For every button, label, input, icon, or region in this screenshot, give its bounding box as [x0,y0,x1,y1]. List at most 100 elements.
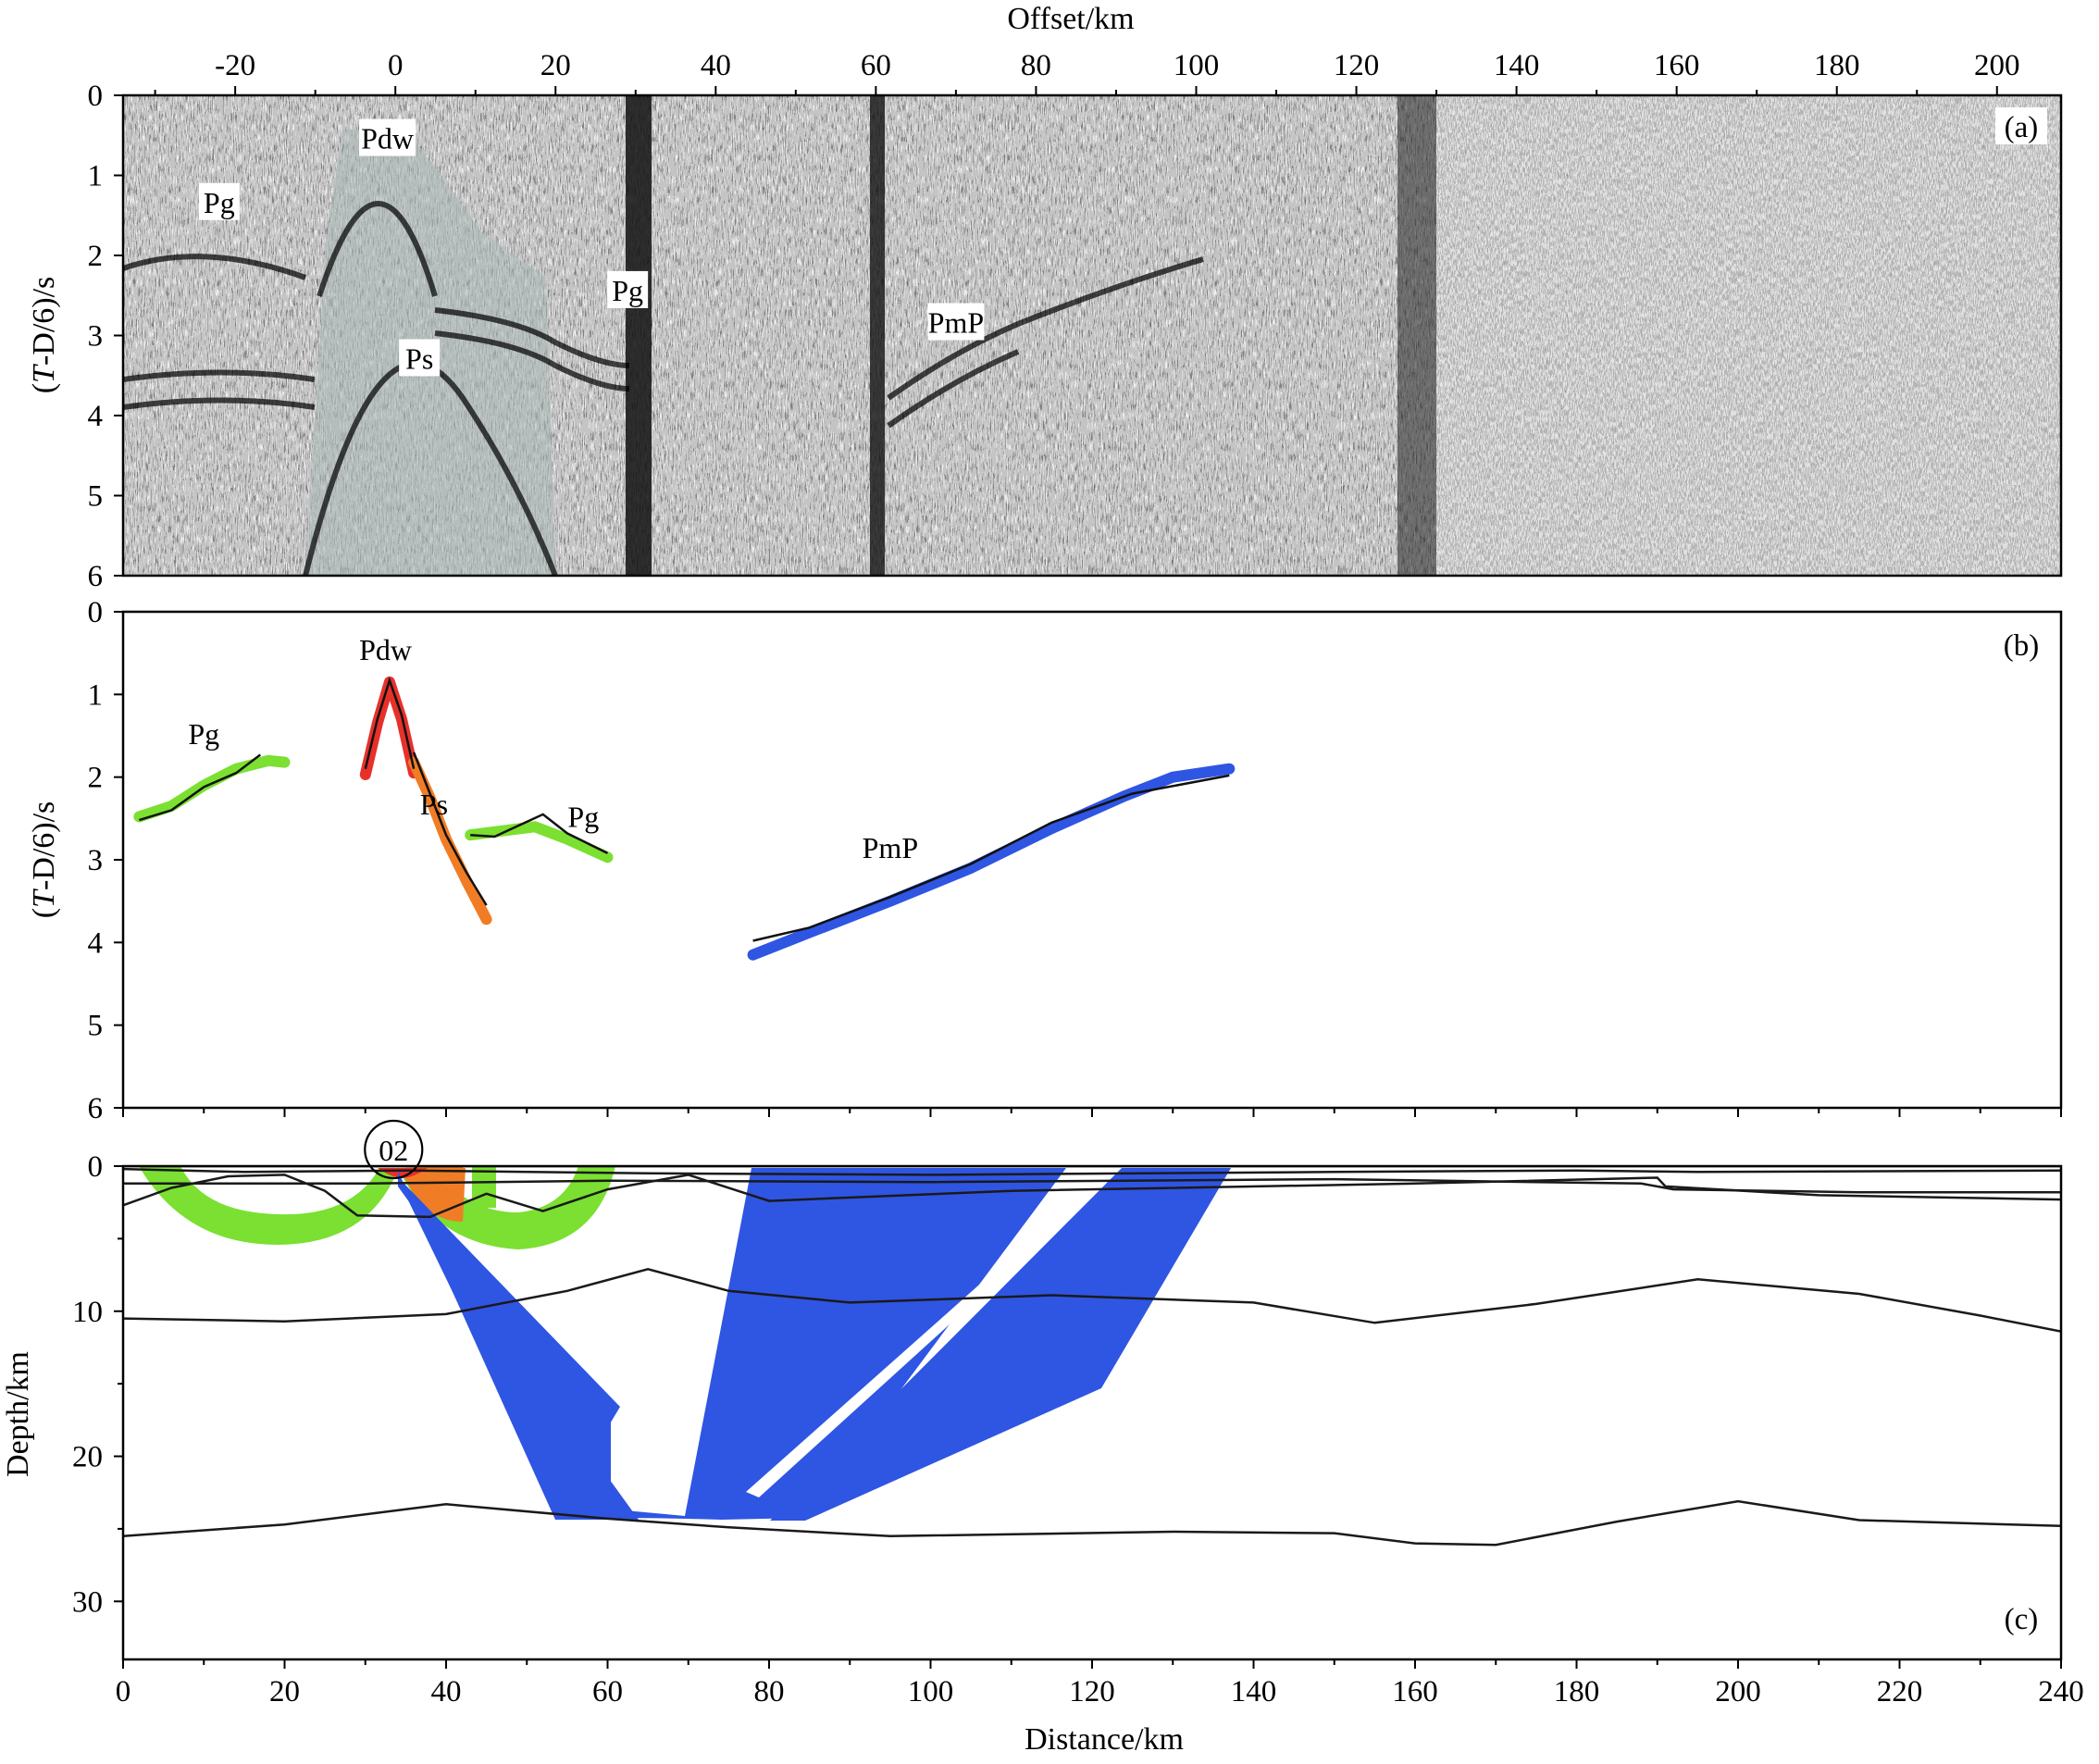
b-phase-label: Pdw [359,633,412,666]
a-y-tick-label: 2 [88,240,104,273]
pmp-ray-gap [746,1168,1122,1497]
a-x-tick-label: 60 [861,49,891,82]
velocity-boundary [123,1167,2061,1176]
b-y-tick-label: 0 [88,596,104,629]
c-x-tick-label: 160 [1392,1675,1438,1708]
pmp-ray-fan-downgoing [396,1175,620,1425]
c-x-tick-label: 80 [754,1675,785,1708]
b-y-tick-label: 2 [88,762,104,795]
pick-pg [465,821,614,863]
a-y-tick-label: 3 [88,320,104,354]
calculated-traveltime [752,774,1230,942]
a-x-tick-label: 40 [701,49,731,82]
panel-b-y-axis-title: (T-D/6)/s [27,801,61,919]
station-label: 02 [379,1134,408,1167]
panel-b-picks [133,676,1236,961]
a-phase-label: Pg [612,274,643,307]
c-x-tick-label: 120 [1069,1675,1115,1708]
c-y-tick-label: 10 [72,1296,103,1329]
c-x-tick-label: 0 [116,1675,131,1708]
panel-a-letter: (a) [2005,111,2039,144]
panel-b-traveltime: 0 1 2 3 4 5 6 Pdw Pg Ps Pg PmP (T-D/6)/s (b) [27,596,2063,1125]
panel-c-letter: (c) [2005,1603,2039,1636]
panel-a-x-axis: -20 0 20 40 60 80 100 120 140 160 180 200 [154,49,2020,95]
a-phase-label-bg [607,270,649,308]
pmp-ray-fan-far [770,1168,1231,1521]
c-y-tick-label: 30 [72,1585,103,1619]
c-x-tick-label: 40 [431,1675,462,1708]
a-x-tick-label: -20 [215,49,255,82]
a-y-tick-label: 4 [88,400,104,433]
b-y-tick-label: 3 [88,844,104,877]
c-x-tick-label: 140 [1231,1675,1277,1708]
a-x-tick-label: 100 [1174,49,1220,82]
panel-a-x-axis-title: Offset/km [1007,2,1134,36]
calculated-traveltime [364,677,416,769]
panel-c-x-axis-title: Distance/km [1025,1722,1184,1757]
station-circle [364,1119,424,1180]
panel-b-letter: (b) [2004,629,2039,663]
c-x-tick-label: 240 [2038,1675,2084,1708]
panel-b-x-ticks [122,1108,2062,1117]
pick-pg [133,754,291,823]
a-y-tick-label: 0 [88,80,104,113]
c-x-tick-label: 180 [1554,1675,1600,1708]
panel-c-x-axis: 0 20 40 60 80 100 120 140 160 180 200 220 240 [116,1659,2084,1708]
pg-ray-stub [472,1166,496,1208]
b-y-tick-label: 4 [88,926,104,960]
panel-c-ray-diagram: 0 20 40 60 80 100 120 140 160 180 200 220 240 010203… [1,1119,2084,1757]
a-x-tick-label: 160 [1654,49,1700,82]
velocity-boundary [123,1499,2061,1547]
velocity-boundary [123,1177,2061,1194]
c-x-tick-label: 100 [908,1675,954,1708]
a-x-tick-label: 200 [1974,49,2020,82]
b-y-tick-label: 5 [88,1010,104,1043]
a-x-tick-label: 20 [540,49,571,82]
a-y-tick-label: 5 [88,480,104,514]
a-y-tick-label: 6 [88,560,104,593]
a-x-tick-label: 140 [1494,49,1540,82]
panel-c-velocity-boundaries [123,1166,2061,1547]
panel-c-ray-fans [139,1166,1231,1521]
panel-b-frame [121,610,2063,1110]
pick-pdw [359,676,420,780]
seismic-image [123,95,2061,576]
b-phase-label: Pg [188,717,219,751]
a-phase-label: Pg [204,186,235,219]
c-x-tick-label: 220 [1877,1675,1923,1708]
a-phase-label-bg [198,182,240,220]
velocity-boundary [123,1174,2061,1219]
calculated-traveltime [412,752,488,906]
b-y-tick-label: 1 [88,678,104,712]
a-phase-label: PmP [928,306,984,340]
panel-c-y-axis-title: Depth/km [1,1351,35,1477]
a-x-tick-label: 80 [1021,49,1051,82]
velocity-boundary [123,1268,2061,1333]
c-x-tick-label: 60 [592,1675,623,1708]
a-phase-label-bg [359,118,416,156]
pick-ps [408,756,492,925]
b-phase-label: PmP [863,831,918,864]
panel-a-seismic-section: -20 0 20 40 60 80 100 120 140 160 180 200 0 1 2 3 4 5 6 P… [27,2,2063,593]
b-y-tick-label: 6 [88,1092,104,1125]
pg-ray-fan-left [139,1166,400,1245]
c-y-tick-label: 0 [88,1150,104,1184]
station-marker: 02 [364,1119,424,1180]
panel-a-y-axis-title: (T-D/6)/s [27,277,61,394]
panel-a-y-axis: 0 1 2 3 4 5 6 [88,80,123,593]
a-x-tick-label: 120 [1334,49,1380,82]
a-y-tick-label: 1 [88,160,104,193]
panel-b-y-axis: 0 1 2 3 4 5 6 [88,596,123,1125]
pick-pmp [747,763,1236,961]
b-phase-label: Ps [420,788,448,821]
c-y-tick-label: 20 [72,1441,103,1474]
a-phase-label-bg [399,339,441,377]
calculated-traveltime [139,753,262,822]
c-x-tick-label: 200 [1715,1675,1761,1708]
b-phase-label: Pg [567,800,599,833]
c-x-tick-label: 20 [269,1675,300,1708]
calculated-traveltime [470,813,609,855]
panel-c-y-axis: 0 10 20 30 [72,1150,123,1619]
a-phase-label-bg [927,303,985,341]
